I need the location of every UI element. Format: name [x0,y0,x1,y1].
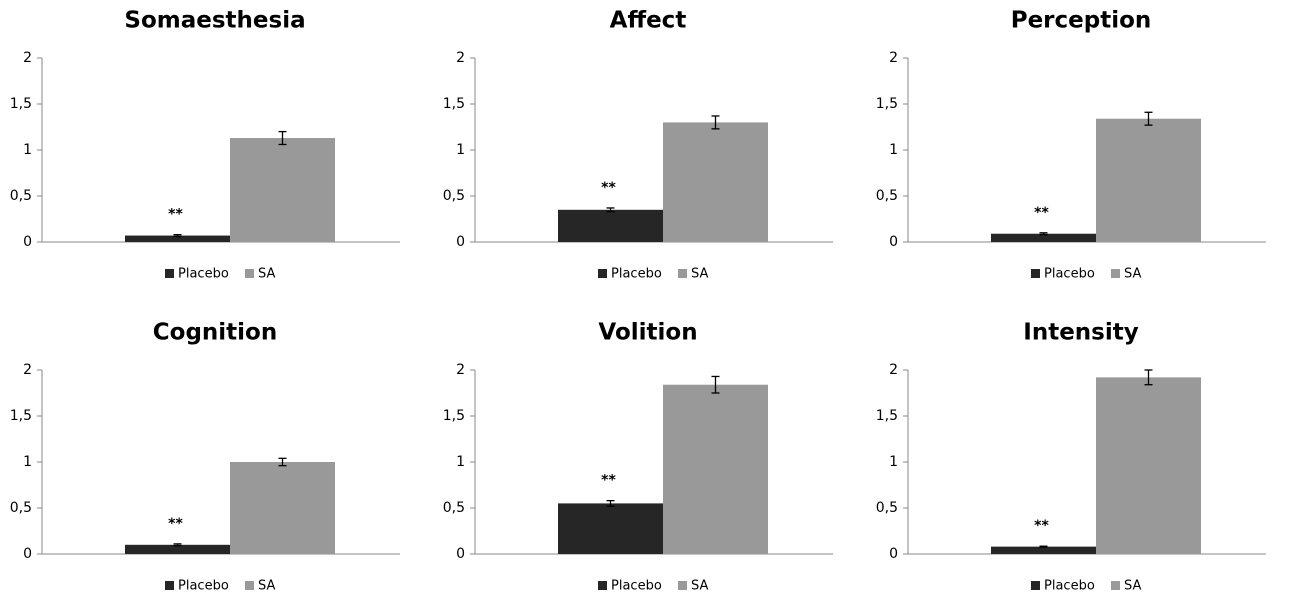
error-bar [1039,232,1048,236]
annotation: ** [1034,205,1049,221]
chart-title: Perception [1011,8,1152,34]
y-tick-label: 2 [889,362,898,378]
y-tick-label: 0,5 [443,188,465,204]
y-tick-label: 2 [23,362,32,378]
y-tick-label: 0,5 [876,500,898,516]
y-tick-label: 1,5 [876,408,898,424]
error-bar [711,115,720,130]
bar [125,235,230,242]
legend-label: SA [691,579,708,594]
y-tick-label: 0,5 [10,188,32,204]
y-tick-label: 1 [889,454,898,470]
legend-swatch [678,581,687,590]
chart-title: Cognition [153,320,277,346]
annotation: ** [601,180,616,196]
legend-swatch [598,581,607,590]
bar [1096,118,1201,242]
legend-label: Placebo [1044,267,1095,282]
chart-title: Volition [598,320,697,346]
bar [991,546,1096,554]
bar [991,233,1096,242]
y-tick-label: 1 [23,142,32,158]
annotation: ** [168,207,183,223]
y-tick-label: 0,5 [10,500,32,516]
chart-title: Somaesthesia [124,8,305,34]
bar [558,209,663,242]
legend-label: SA [1124,579,1141,594]
y-tick-label: 1,5 [10,96,32,112]
bar [663,384,768,554]
legend-swatch [245,269,254,278]
y-tick-label: 0 [889,234,898,250]
legend-swatch [1111,269,1120,278]
legend-swatch [678,269,687,278]
chart-title: Intensity [1023,320,1138,346]
legend-label: Placebo [178,267,229,282]
legend-swatch [1031,581,1040,590]
error-bar [1144,369,1153,386]
legend-label: SA [1124,267,1141,282]
y-tick-label: 1,5 [10,408,32,424]
legend-label: SA [258,579,275,594]
y-tick-label: 1 [456,142,465,158]
bar [230,138,335,242]
annotation: ** [1034,518,1049,534]
y-tick-label: 0,5 [443,500,465,516]
legend-swatch [165,581,174,590]
error-bar [173,543,182,547]
y-tick-label: 2 [23,50,32,66]
y-tick-label: 0 [23,234,32,250]
legend-swatch [1031,269,1040,278]
legend-label: SA [691,267,708,282]
legend-label: Placebo [178,579,229,594]
bar [125,544,230,554]
y-tick-label: 1 [23,454,32,470]
error-bar [606,207,615,213]
bar [663,122,768,242]
legend-swatch [165,269,174,278]
chart-title: Affect [610,8,687,34]
error-bar [606,499,615,507]
legend-swatch [598,269,607,278]
y-tick-label: 0 [456,546,465,562]
bar [1096,377,1201,554]
y-tick-label: 0,5 [876,188,898,204]
y-tick-label: 0 [23,546,32,562]
y-tick-label: 1,5 [443,408,465,424]
annotation: ** [168,516,183,532]
y-tick-label: 1 [889,142,898,158]
legend-swatch [245,581,254,590]
legend-label: Placebo [1044,579,1095,594]
error-bar [278,130,287,146]
y-tick-label: 2 [456,362,465,378]
y-tick-label: 2 [889,50,898,66]
error-bar [1039,545,1048,548]
bar [230,462,335,554]
legend-label: SA [258,267,275,282]
legend-swatch [1111,581,1120,590]
y-tick-label: 0 [889,546,898,562]
bar [558,503,663,554]
y-tick-label: 1,5 [876,96,898,112]
legend-label: Placebo [611,267,662,282]
error-bar [173,233,182,238]
legend-label: Placebo [611,579,662,594]
error-bar [1144,111,1153,126]
annotation: ** [601,473,616,489]
y-tick-label: 2 [456,50,465,66]
error-bar [278,457,287,467]
y-tick-label: 1,5 [443,96,465,112]
y-tick-label: 0 [456,234,465,250]
error-bar [711,375,720,394]
y-tick-label: 1 [456,454,465,470]
